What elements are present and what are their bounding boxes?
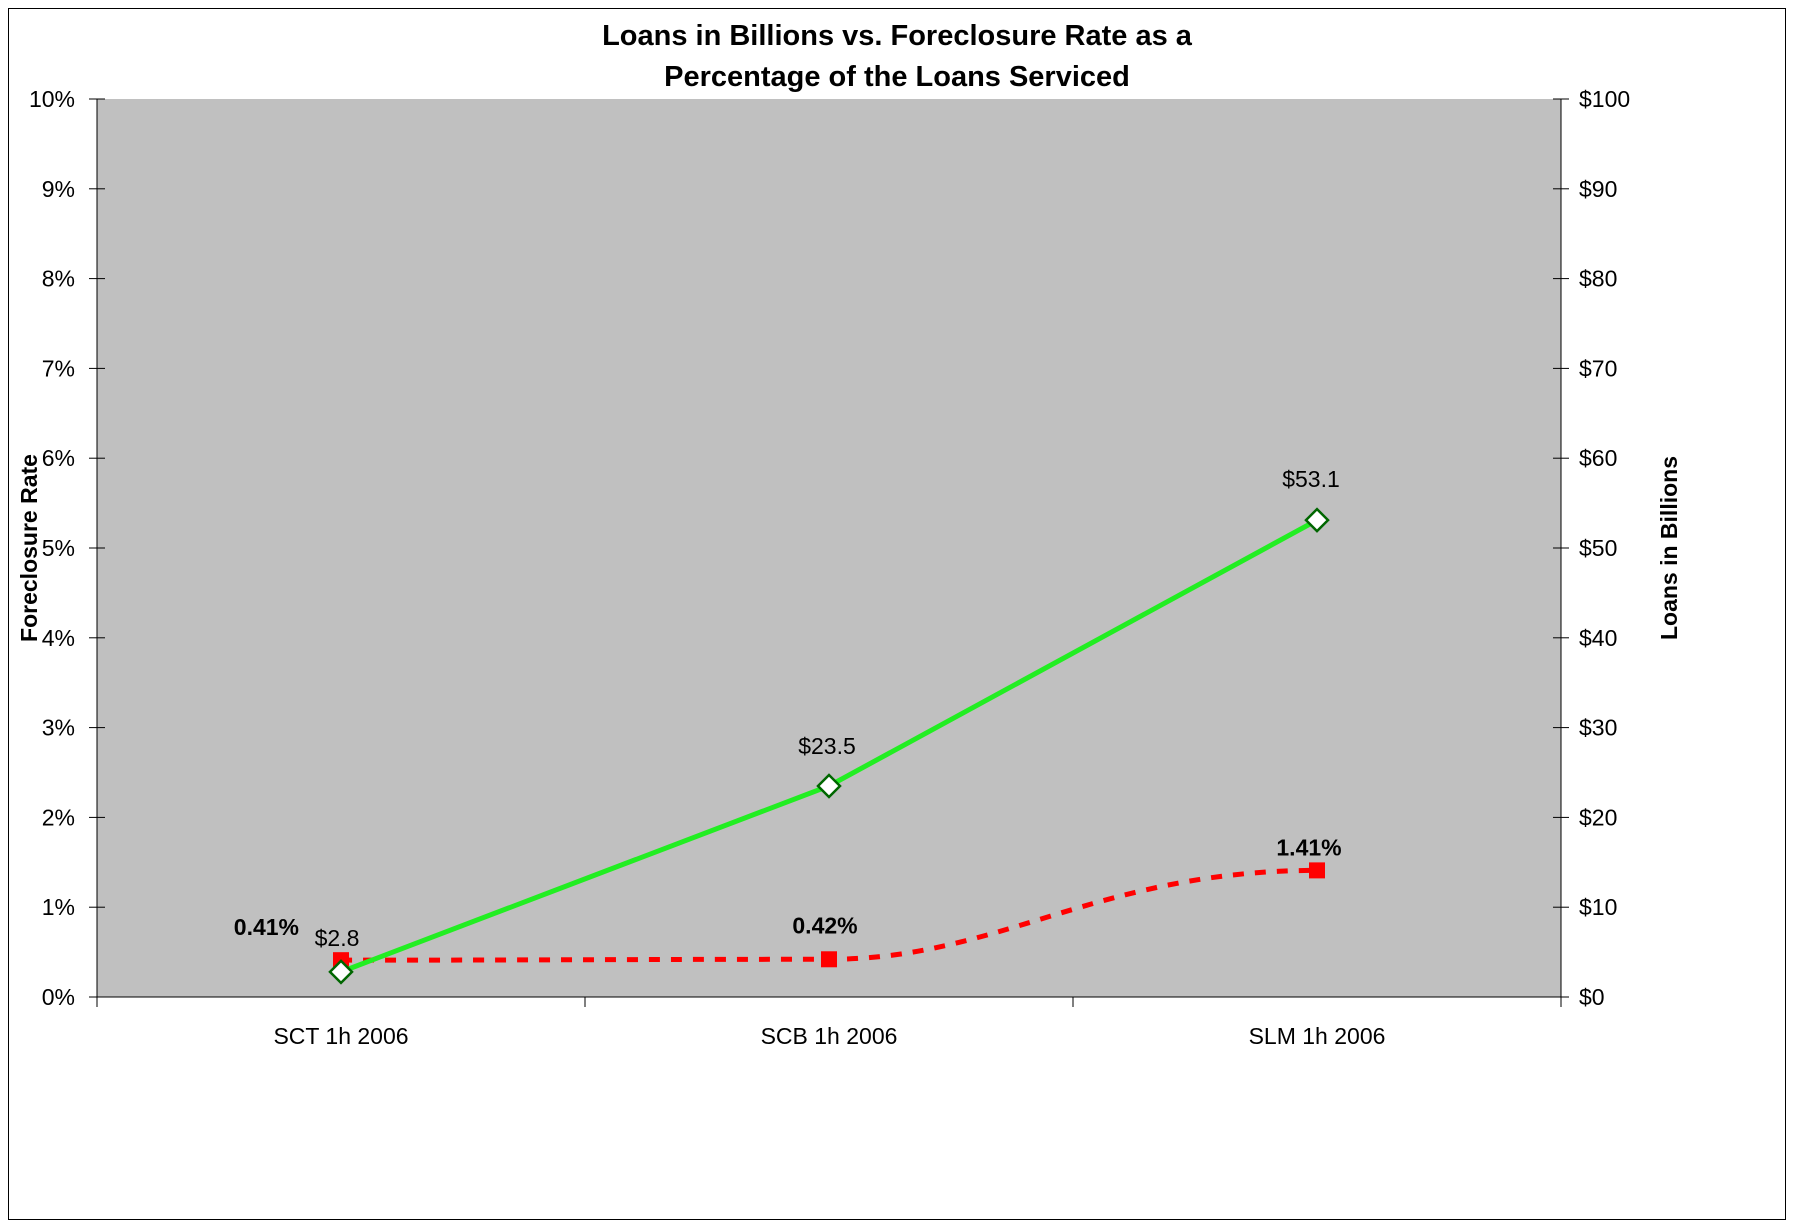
series-1-point xyxy=(816,773,842,799)
y-right-tick-label: $40 xyxy=(1579,625,1617,651)
y-left-tick-label: 9% xyxy=(42,176,75,202)
y-left-tick-label: 2% xyxy=(42,804,75,830)
chart-title-line-2: Percentage of the Loans Serviced xyxy=(664,61,1130,93)
series-0-point xyxy=(821,951,837,968)
series-1-point xyxy=(328,959,354,985)
series-0-data-label: 1.41% xyxy=(1276,834,1341,860)
x-tick-label: SCT 1h 2006 xyxy=(273,1023,408,1049)
y-left-tick-label: 1% xyxy=(42,894,75,920)
series-0-data-label: 0.41% xyxy=(234,914,299,940)
y-right-tick-label: $70 xyxy=(1579,355,1617,381)
series-0-point xyxy=(1309,862,1325,879)
x-tick-label: SLM 1h 2006 xyxy=(1249,1023,1386,1049)
y-right-axis-title: Loans in Billions xyxy=(1656,456,1682,640)
y-left-tick-label: 8% xyxy=(42,266,75,292)
y-left-tick-label: 3% xyxy=(42,715,75,741)
y-left-tick-label: 0% xyxy=(42,984,75,1010)
y-left-axis-title: Foreclosure Rate xyxy=(16,454,42,642)
y-left-tick-label: 6% xyxy=(42,445,75,471)
y-left-tick-label: 7% xyxy=(42,355,75,381)
x-tick-label: SCB 1h 2006 xyxy=(761,1023,898,1049)
y-right-tick-label: $100 xyxy=(1579,86,1630,112)
y-right-tick-label: $80 xyxy=(1579,266,1617,292)
y-right-tick-label: $30 xyxy=(1579,715,1617,741)
y-left-tick-label: 4% xyxy=(42,625,75,651)
y-right-tick-label: $0 xyxy=(1579,984,1605,1010)
y-right-tick-label: $10 xyxy=(1579,894,1617,920)
series-1-data-label: $53.1 xyxy=(1282,466,1340,492)
plot-area xyxy=(97,99,1561,997)
series-1-point xyxy=(1304,507,1330,533)
series-0-data-label: 0.42% xyxy=(792,912,857,938)
y-right-tick-label: $20 xyxy=(1579,804,1617,830)
series-1-data-label: $23.5 xyxy=(798,733,856,759)
y-right-tick-label: $50 xyxy=(1579,535,1617,561)
chart-title-line-1: Loans in Billions vs. Foreclosure Rate a… xyxy=(602,20,1193,52)
y-right-tick-label: $60 xyxy=(1579,445,1617,471)
y-left-tick-label: 5% xyxy=(42,535,75,561)
y-left-tick-label: 10% xyxy=(29,86,75,112)
y-right-tick-label: $90 xyxy=(1579,176,1617,202)
series-1-data-label: $2.8 xyxy=(315,925,360,951)
